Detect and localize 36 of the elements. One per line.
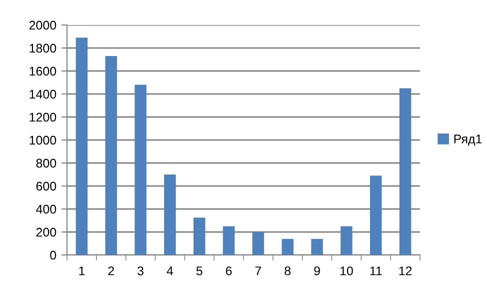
x-tick-label: 7 bbox=[255, 266, 262, 276]
x-tick-label: 10 bbox=[340, 266, 353, 276]
bar bbox=[193, 218, 206, 255]
y-tick-label: 1000 bbox=[30, 136, 56, 145]
x-tick-label: 4 bbox=[166, 266, 174, 276]
y-tick-label: 1200 bbox=[30, 112, 56, 122]
bar bbox=[222, 226, 235, 255]
x-tick-label: 5 bbox=[196, 266, 202, 276]
y-tick-label: 1800 bbox=[30, 44, 56, 53]
bar bbox=[282, 238, 294, 255]
y-tick-label: 800 bbox=[36, 158, 56, 168]
x-tick-label: 2 bbox=[108, 266, 114, 276]
y-tick-label: 1600 bbox=[30, 66, 56, 76]
bar bbox=[105, 56, 118, 255]
bar bbox=[311, 238, 323, 255]
x-tick-label: 11 bbox=[370, 266, 382, 276]
bar bbox=[164, 174, 176, 255]
bar bbox=[134, 84, 146, 255]
y-tick-label: 0 bbox=[50, 250, 56, 260]
bar bbox=[399, 88, 412, 255]
x-tick-label: 12 bbox=[399, 266, 412, 276]
y-tick-label: 200 bbox=[36, 228, 56, 237]
y-tick-label: 1400 bbox=[30, 90, 56, 99]
x-tick-label: 6 bbox=[226, 266, 232, 276]
x-tick-label: 8 bbox=[284, 266, 291, 276]
bar bbox=[370, 176, 382, 255]
bar bbox=[340, 226, 352, 255]
x-tick-label: 9 bbox=[314, 266, 320, 276]
bar bbox=[252, 232, 264, 255]
legend-label: Ряд1 bbox=[454, 134, 482, 146]
y-tick-label: 2000 bbox=[29, 20, 56, 30]
y-tick-label: 400 bbox=[36, 204, 56, 214]
x-tick-label: 1 bbox=[79, 266, 85, 276]
y-tick-label: 600 bbox=[36, 182, 56, 191]
x-tick-label: 3 bbox=[138, 266, 144, 276]
bar bbox=[76, 38, 88, 255]
